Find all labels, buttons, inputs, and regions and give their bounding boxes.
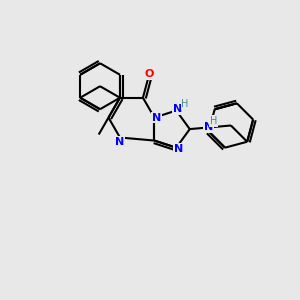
Text: H: H <box>210 116 217 126</box>
Text: O: O <box>144 69 154 79</box>
Text: N: N <box>173 104 182 114</box>
Text: N: N <box>115 137 124 147</box>
Text: H: H <box>182 99 189 109</box>
Text: N: N <box>204 122 214 132</box>
Text: N: N <box>174 144 183 154</box>
Text: N: N <box>152 112 161 123</box>
